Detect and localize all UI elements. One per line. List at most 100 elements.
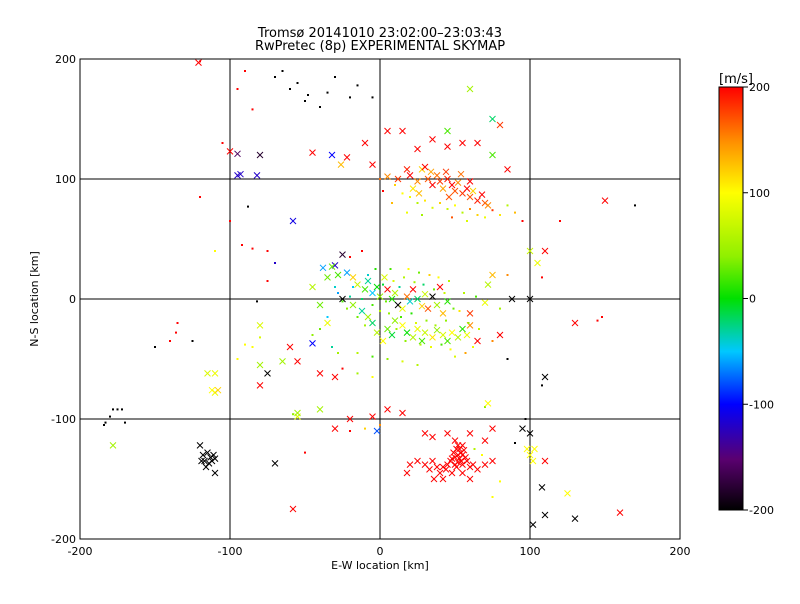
data-point-dot	[403, 276, 405, 279]
data-point-cross	[210, 451, 217, 459]
data-point-cross	[444, 175, 451, 183]
data-points	[103, 59, 636, 528]
data-point-dot	[379, 178, 381, 180]
data-point-cross	[451, 437, 459, 444]
data-point-dot	[356, 352, 359, 354]
data-point-cross	[309, 340, 316, 347]
data-point-cross	[328, 263, 336, 270]
data-point-dot	[401, 360, 404, 363]
data-point-dot	[367, 274, 369, 276]
data-point-cross	[202, 463, 210, 471]
data-point-cross	[289, 217, 297, 225]
data-point-cross	[394, 301, 402, 309]
data-point-cross	[444, 127, 451, 135]
data-point-cross	[433, 301, 441, 309]
data-point-dot	[274, 76, 276, 78]
data-point-cross	[346, 415, 354, 423]
data-point-cross	[294, 358, 301, 365]
data-point-cross	[430, 475, 438, 483]
data-point-dot	[379, 424, 381, 426]
data-point-cross	[538, 484, 546, 491]
data-point-cross	[445, 193, 453, 201]
data-point-dot	[448, 280, 450, 282]
data-point-cross	[421, 430, 429, 437]
data-point-dot	[395, 328, 398, 330]
data-point-cross	[424, 175, 432, 183]
data-point-cross	[388, 295, 396, 303]
data-point-dot	[341, 367, 344, 370]
data-point-cross	[324, 319, 331, 327]
data-point-cross	[466, 85, 474, 93]
data-point-dot	[361, 298, 363, 300]
data-point-dot	[514, 442, 516, 444]
data-point-cross	[391, 289, 399, 297]
data-point-dot	[371, 304, 374, 306]
y-tick-label: 0	[69, 293, 76, 306]
data-point-cross	[466, 475, 474, 483]
data-point-cross	[364, 277, 372, 285]
data-point-cross	[459, 461, 466, 468]
data-point-cross	[523, 445, 531, 453]
data-point-cross	[463, 457, 471, 465]
data-point-dot	[445, 319, 447, 322]
data-point-cross	[373, 283, 381, 291]
data-point-dot	[382, 283, 384, 286]
data-point-cross	[421, 329, 429, 336]
data-point-cross	[439, 463, 447, 471]
data-point-dot	[341, 300, 344, 303]
data-point-dot	[634, 204, 636, 207]
data-point-cross	[198, 457, 205, 465]
data-point-cross	[421, 163, 429, 171]
data-point-dot	[413, 281, 416, 284]
data-point-cross	[526, 430, 534, 437]
data-point-dot	[416, 364, 419, 366]
data-point-cross	[309, 283, 316, 291]
data-point-dot	[418, 271, 420, 274]
data-point-cross	[409, 185, 417, 192]
data-point-cross	[196, 442, 204, 449]
data-point-dot	[601, 316, 603, 318]
data-point-cross	[319, 264, 327, 272]
data-point-cross	[564, 490, 571, 497]
data-point-cross	[439, 310, 447, 317]
data-point-cross	[462, 454, 469, 461]
data-point-dot	[469, 208, 471, 210]
data-point-cross	[481, 299, 489, 306]
data-point-cross	[369, 161, 376, 168]
data-point-dot	[431, 206, 434, 209]
data-point-dot	[361, 250, 363, 252]
colorbar	[718, 86, 744, 511]
data-point-dot	[256, 300, 258, 303]
data-point-dot	[499, 214, 501, 216]
colorbar-ticks: -200 -100 0 100 200	[743, 81, 774, 517]
y-axis-label: N-S location [km]	[28, 251, 41, 347]
data-point-dot	[304, 451, 306, 454]
data-point-dot	[244, 70, 246, 72]
data-point-dot	[292, 413, 294, 416]
chart-title: Tromsø 20141010 23:02:00–23:03:43	[257, 26, 502, 41]
data-point-dot	[259, 336, 261, 339]
data-point-cross	[403, 469, 411, 477]
data-point-cross	[454, 334, 462, 341]
x-tick-label: -200	[68, 545, 93, 558]
data-point-dot	[389, 268, 392, 270]
data-point-cross	[361, 139, 369, 147]
data-point-cross	[529, 521, 537, 528]
data-point-cross	[409, 286, 417, 293]
x-tick-label: 200	[670, 545, 691, 558]
data-point-cross	[373, 329, 381, 336]
data-point-cross	[444, 337, 451, 345]
data-point-cross	[256, 322, 264, 329]
data-point-dot	[506, 204, 509, 207]
data-point-cross	[541, 457, 549, 465]
data-point-dot	[452, 307, 455, 310]
colorbar-tick-label: -200	[749, 504, 774, 517]
data-point-cross	[373, 427, 381, 435]
data-point-cross	[466, 310, 474, 317]
data-point-cross	[433, 326, 441, 334]
data-point-cross	[316, 406, 324, 413]
data-point-cross	[384, 127, 391, 135]
data-point-cross	[414, 145, 421, 153]
data-point-cross	[489, 457, 496, 465]
data-point-cross	[421, 461, 429, 468]
